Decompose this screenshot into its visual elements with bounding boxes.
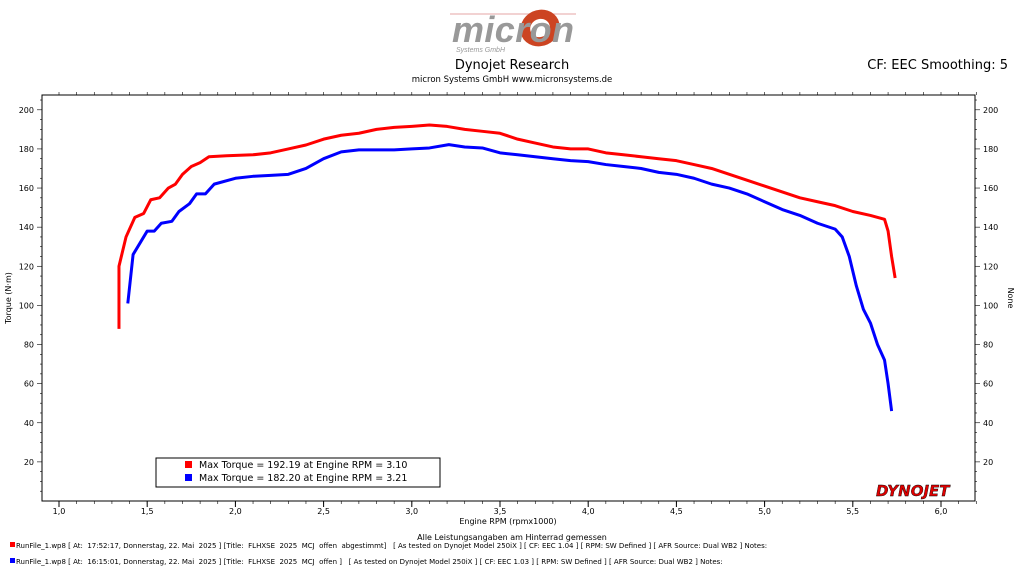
torque-chart: 1,0 1,5 2,0 2,5 3,0 3,5 4,0 4,5 5,0 5,5 6,0 20 20 40 4… [4, 92, 1015, 526]
y2-tick-label: 80 [983, 341, 993, 350]
y-tick-label: 140 [19, 223, 34, 232]
y2-tick-label: 180 [983, 145, 998, 154]
run-color-marker [10, 558, 15, 563]
legend-swatch [185, 461, 192, 468]
y-axis-label: Torque (N·m) [4, 272, 13, 325]
x-tick-label: 5,5 [846, 507, 859, 516]
legend-label: Max Torque = 192.19 at Engine RPM = 3.10 [199, 460, 407, 471]
series-line-2 [126, 143, 894, 412]
y-tick-label: 60 [24, 380, 34, 389]
x-tick-label: 1,0 [53, 507, 66, 516]
y-tick-label: 200 [19, 106, 34, 115]
run-info-text: RunFile_1.wp8 [ At: 16:15:01, Donnerstag… [16, 558, 723, 566]
x-tick-label: 2,0 [229, 507, 242, 516]
y2-tick-label: 120 [983, 262, 998, 271]
legend-label: Max Torque = 182.20 at Engine RPM = 3.21 [199, 473, 407, 484]
legend-box [155, 457, 441, 488]
series-line-1 [117, 123, 897, 329]
y-tick-label: 80 [24, 341, 34, 350]
report-title: Dynojet Research [454, 58, 570, 73]
svg-text:Systems GmbH: Systems GmbH [456, 47, 506, 54]
y2-tick-label: 140 [983, 223, 998, 232]
micron-logo: micron Systems GmbH [450, 9, 576, 54]
y-tick-label: 20 [24, 458, 34, 467]
y2-tick-label: 160 [983, 184, 998, 193]
footer-note: Alle Leistungsangaben am Hinterrad gemes… [417, 533, 607, 542]
run-info-1: RunFile_1.wp8 [ At: 17:52:17, Donnerstag… [10, 542, 767, 550]
y2-tick-label: 60 [983, 380, 993, 389]
plot-area [41, 94, 976, 502]
y-tick-label: 120 [19, 262, 34, 271]
y2-tick-label: 200 [983, 106, 998, 115]
y2-axis-label: None [1006, 288, 1015, 309]
y-tick-label: 180 [19, 145, 34, 154]
dynojet-logo: DYNOJET [876, 482, 951, 500]
y-tick-label: 100 [19, 301, 34, 310]
x-tick-label: 3,0 [405, 507, 418, 516]
y2-tick-label: 100 [983, 301, 998, 310]
run-info-text: RunFile_1.wp8 [ At: 17:52:17, Donnerstag… [16, 542, 768, 550]
y2-tick-label: 20 [983, 458, 993, 467]
x-tick-label: 2,5 [317, 507, 330, 516]
correction-factor: CF: EEC Smoothing: 5 [867, 58, 1008, 73]
run-color-marker [10, 542, 15, 547]
x-tick-label: 1,5 [141, 507, 154, 516]
run-info-2: RunFile_1.wp8 [ At: 16:15:01, Donnerstag… [10, 558, 723, 566]
legend-swatch [185, 474, 192, 481]
x-tick-label: 3,5 [494, 507, 507, 516]
y2-tick-label: 40 [983, 419, 993, 428]
report-subtitle: micron Systems GmbH www.micronsystems.de [411, 75, 613, 85]
x-tick-label: 4,5 [670, 507, 683, 516]
y-tick-label: 40 [24, 419, 34, 428]
x-axis-label: Engine RPM (rpmx1000) [459, 517, 556, 526]
svg-text:micron: micron [452, 9, 574, 50]
x-tick-label: 5,0 [758, 507, 771, 516]
y-tick-label: 160 [19, 184, 34, 193]
x-tick-label: 6,0 [935, 507, 948, 516]
x-tick-label: 4,0 [582, 507, 595, 516]
